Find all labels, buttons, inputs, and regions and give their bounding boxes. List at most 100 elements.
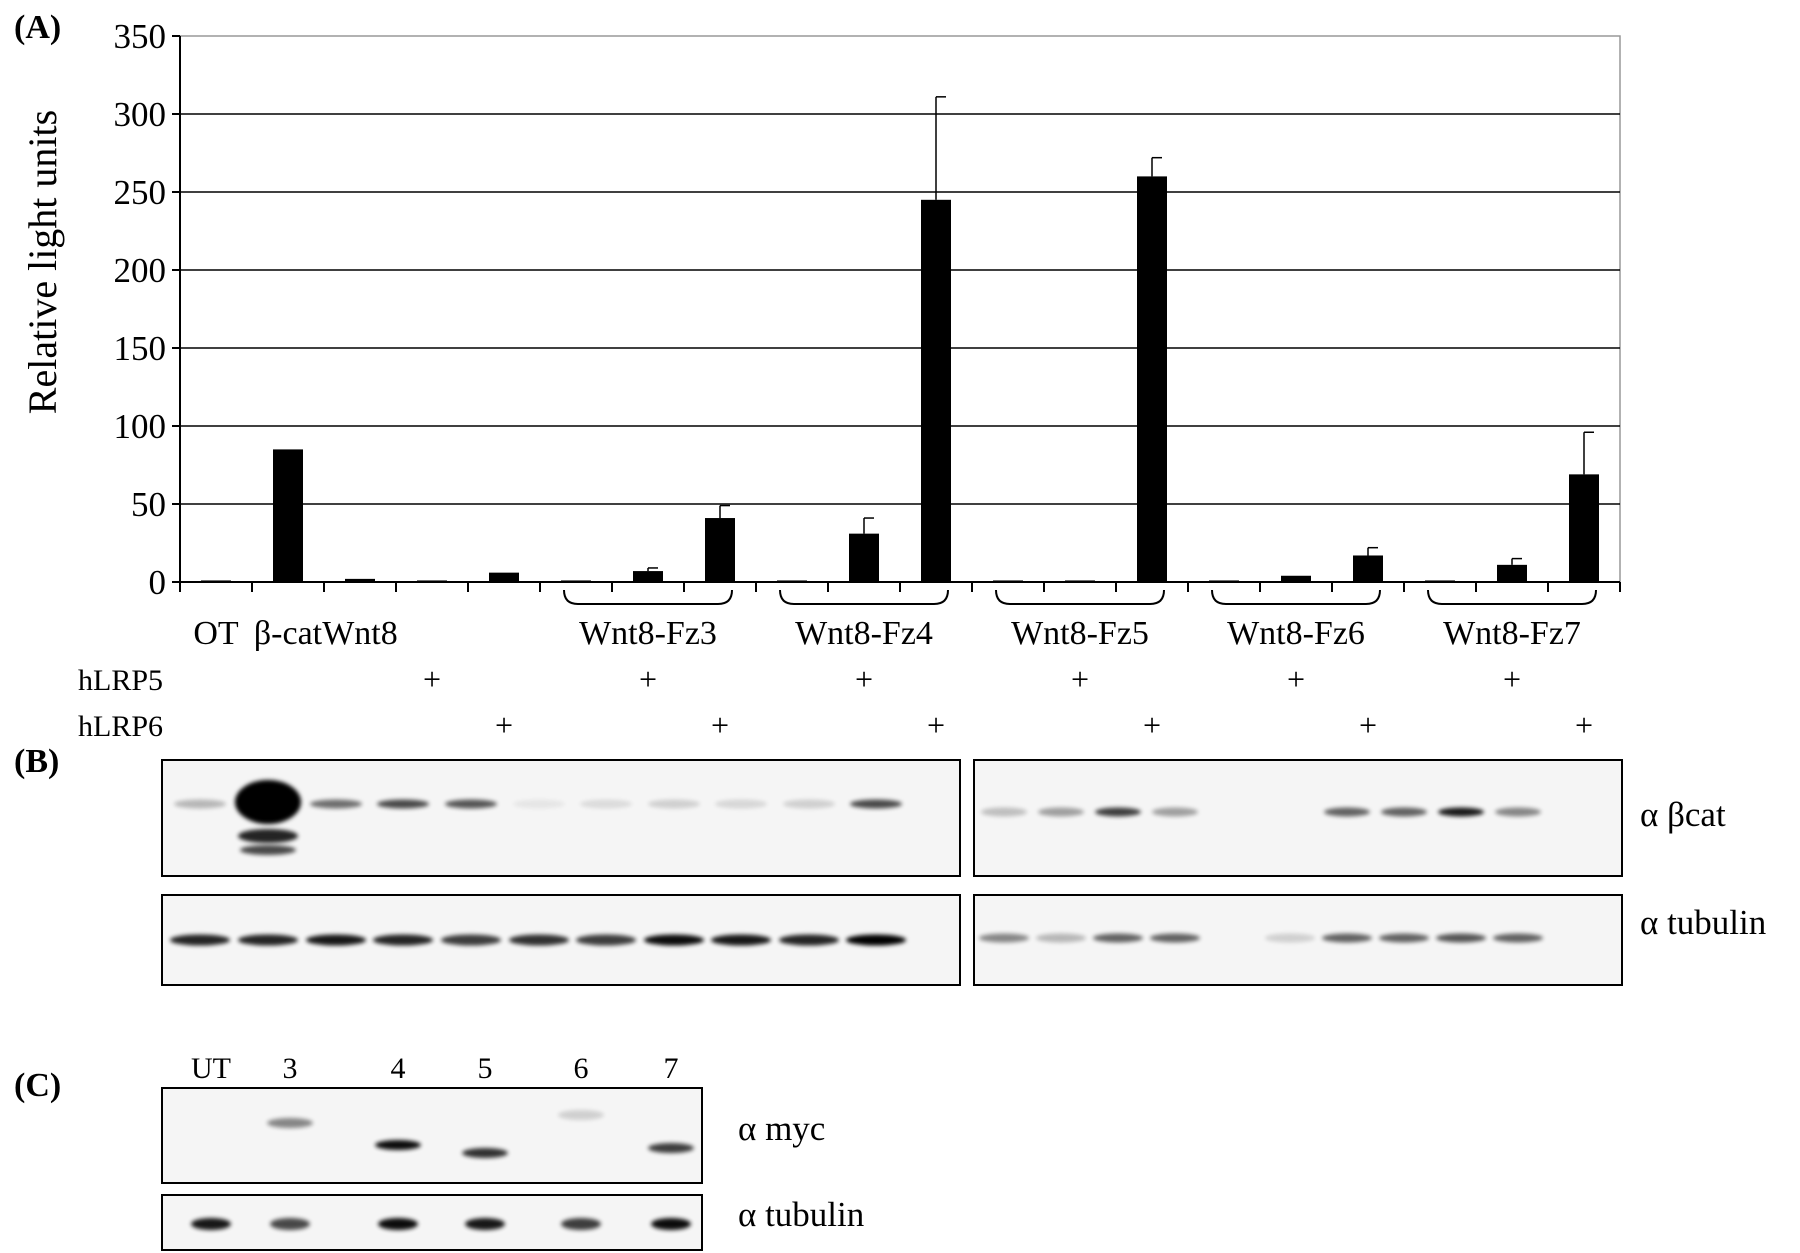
y-tick-label: 0 <box>149 563 167 602</box>
hlrp5-plus: + <box>639 661 657 697</box>
tubulin-band <box>979 933 1029 943</box>
bar <box>705 518 735 582</box>
myc-band <box>462 1148 508 1158</box>
tubulin-band <box>644 934 704 946</box>
plot-area <box>179 35 1621 583</box>
beta-cat-band <box>1324 807 1370 817</box>
tubulin-band <box>1379 933 1429 943</box>
tubulin-band <box>373 934 433 946</box>
x-label: OT <box>193 615 239 652</box>
lane-label: 3 <box>283 1052 298 1085</box>
hlrp5-plus-row: + + + + + + <box>423 661 1521 697</box>
group-braces <box>563 589 1597 605</box>
bar <box>273 449 303 582</box>
y-tick-label: 250 <box>114 173 167 212</box>
panel-b-label: (B) <box>14 743 59 780</box>
tubulin-c-band <box>378 1218 418 1230</box>
hlrp6-plus-row: + + + + + + <box>495 707 1593 743</box>
hlrp5-plus: + <box>423 661 441 697</box>
blot-b-beta-cat: α βcat <box>161 759 1726 877</box>
beta-cat-band <box>850 799 902 809</box>
group-brace <box>995 589 1165 605</box>
hlrp6-label: hLRP6 <box>78 710 163 743</box>
hlrp6-plus: + <box>927 707 945 743</box>
lane-label: UT <box>191 1052 231 1085</box>
bar <box>633 571 663 582</box>
hlrp6-plus: + <box>1359 707 1377 743</box>
tubulin-c-band <box>191 1218 231 1230</box>
hlrp6-plus: + <box>1575 707 1593 743</box>
beta-cat-band <box>715 799 767 809</box>
myc-band <box>648 1143 694 1153</box>
y-tick-label: 100 <box>114 407 167 446</box>
group-brace <box>1427 589 1597 605</box>
y-tick-label: 350 <box>114 17 167 56</box>
group-brace <box>779 589 949 605</box>
tubulin-band <box>509 934 569 946</box>
bar <box>1497 564 1527 582</box>
beta-cat-band <box>1381 807 1427 817</box>
blot-b-left-top <box>161 759 961 877</box>
group-brace <box>1211 589 1381 605</box>
tubulin-c-band <box>270 1218 310 1230</box>
bar <box>1353 555 1383 582</box>
hlrp5-plus: + <box>1287 661 1305 697</box>
beta-cat-band <box>981 807 1027 817</box>
panel-c-lane-labels: UT 3 4 5 6 7 <box>191 1052 679 1085</box>
bar <box>849 533 879 582</box>
blot-c-tubulin-label: α tubulin <box>738 1195 864 1234</box>
tubulin-band <box>711 934 771 946</box>
hlrp6-plus: + <box>1143 707 1161 743</box>
tubulin-band <box>306 934 366 946</box>
tubulin-band <box>846 934 906 946</box>
panel-c-label: (C) <box>14 1067 61 1104</box>
y-tick-labels: 0 50 100 150 200 250 300 350 <box>114 17 180 602</box>
hlrp5-label: hLRP5 <box>78 664 163 697</box>
lane-label: 6 <box>574 1052 589 1085</box>
group-label: Wnt8-Fz7 <box>1443 615 1581 652</box>
bar <box>1281 575 1311 582</box>
beta-cat-band <box>783 799 835 809</box>
bar <box>921 199 951 583</box>
lane-label: 7 <box>664 1052 679 1085</box>
beta-cat-band <box>1152 807 1198 817</box>
beta-cat-band <box>1095 807 1141 817</box>
blot-c-myc: α myc <box>161 1087 825 1184</box>
panel-a-label: (A) <box>14 9 61 46</box>
tubulin-band <box>1265 933 1315 943</box>
group-label: Wnt8-Fz5 <box>1011 615 1149 652</box>
hlrp5-plus: + <box>1503 661 1521 697</box>
blot-b-tubulin: α tubulin <box>161 894 1766 986</box>
x-ticks <box>179 582 1621 592</box>
x-label: Wnt8 <box>322 615 398 652</box>
x-label: β-cat <box>254 615 323 652</box>
tubulin-c-band <box>465 1218 505 1230</box>
blot-c-myc-label: α myc <box>738 1109 825 1148</box>
y-tick-label: 300 <box>114 95 167 134</box>
beta-cat-band <box>174 799 226 809</box>
beta-cat-band <box>240 845 296 855</box>
tubulin-band <box>238 934 298 946</box>
tubulin-band <box>1036 933 1086 943</box>
tubulin-bands <box>170 933 1543 946</box>
beta-cat-band <box>580 799 632 809</box>
beta-cat-band <box>648 799 700 809</box>
blot-c-tubulin: α tubulin <box>161 1194 864 1251</box>
x-labels: OT β-cat Wnt8 <box>193 615 397 652</box>
blot-b-right-top <box>973 759 1623 877</box>
tubulin-band <box>576 934 636 946</box>
tubulin-band <box>1093 933 1143 943</box>
tubulin-c-band <box>651 1218 691 1230</box>
blot-c-top <box>161 1087 703 1184</box>
lane-label: 4 <box>391 1052 406 1085</box>
group-labels: Wnt8-Fz3 Wnt8-Fz4 Wnt8-Fz5 Wnt8-Fz6 Wnt8-Fz7 <box>579 615 1581 652</box>
bar-chart: 0 50 100 150 200 250 300 350 Relative light uni… <box>20 17 1621 652</box>
tubulin-band <box>1436 933 1486 943</box>
myc-bands <box>267 1110 694 1158</box>
tubulin-band <box>441 934 501 946</box>
tubulin-band <box>1493 933 1543 943</box>
beta-cat-band <box>235 780 301 824</box>
group-label: Wnt8-Fz4 <box>795 615 933 652</box>
tubulin-c-bands <box>191 1218 691 1230</box>
